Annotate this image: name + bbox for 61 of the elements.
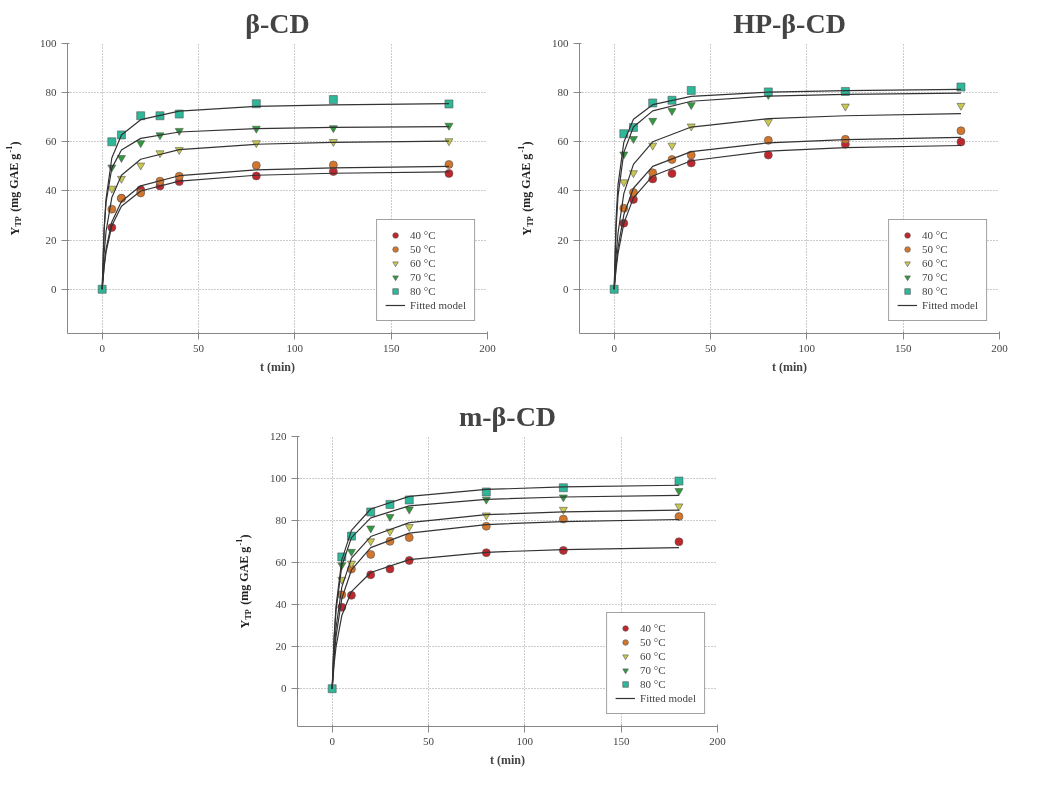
legend-label: Fitted model [922,298,978,312]
x-tick-label: 50 [193,341,205,354]
y-tick-label: 60 [275,556,287,569]
x-tick-label: 200 [479,341,497,354]
legend-label: 50 °C [410,242,436,256]
x-tick-label: 200 [709,734,727,747]
y-tick-label: 0 [51,282,57,295]
legend-label: 40 °C [640,621,666,635]
chart-title: m-β-CD [458,400,557,432]
x-tick-label: 0 [329,734,336,747]
y-tick-label: 40 [45,184,57,197]
x-tick-label: 100 [516,734,534,747]
x-tick-label: 50 [423,734,435,747]
x-tick-label: 200 [991,341,1009,354]
y-tick-label: 80 [275,514,287,527]
y-axis-title: YTP (mg GAE g-1) [517,141,535,236]
legend-label: 80 °C [410,284,436,298]
x-tick-label: 0 [99,341,106,354]
x-axis-title: t (min) [490,752,525,767]
legend-label: 70 °C [410,270,436,284]
y-tick-label: 20 [557,233,569,246]
y-tick-label: 60 [45,135,57,148]
x-tick-label: 50 [705,341,717,354]
y-tick-label: 100 [270,472,287,485]
x-tick-label: 150 [382,341,400,354]
legend-label: 60 °C [640,649,666,663]
x-tick-label: 150 [612,734,630,747]
legend-label: 40 °C [410,228,436,242]
x-tick-label: 0 [611,341,618,354]
x-axis-title: t (min) [260,359,295,374]
y-tick-label: 20 [275,640,287,653]
y-tick-label: 80 [557,86,569,99]
y-tick-label: 80 [45,86,57,99]
legend-label: 70 °C [640,663,666,677]
y-axis-title: YTP (mg GAE g-1) [5,141,23,236]
chart-title: HP-β-CD [733,7,846,39]
x-tick-label: 100 [286,341,304,354]
y-tick-label: 20 [45,233,57,246]
y-tick-label: 60 [557,135,569,148]
y-tick-label: 120 [270,430,287,442]
legend-label: 50 °C [922,242,948,256]
legend-label: 60 °C [922,256,948,270]
legend-label: Fitted model [640,691,696,705]
y-tick-label: 40 [275,598,287,611]
legend-label: 50 °C [640,635,666,649]
y-axis-title: YTP (mg GAE g-1) [235,534,253,629]
y-tick-label: 100 [40,37,57,49]
legend-label: 80 °C [640,677,666,691]
chart-title: β-CD [245,7,310,39]
x-axis-title: t (min) [772,359,807,374]
x-tick-label: 150 [894,341,912,354]
legend-label: 80 °C [922,284,948,298]
legend-label: 70 °C [922,270,948,284]
legend-label: 60 °C [410,256,436,270]
legend-label: Fitted model [410,298,466,312]
x-tick-label: 100 [798,341,816,354]
y-tick-label: 0 [281,682,287,695]
legend-label: 40 °C [922,228,948,242]
y-tick-label: 100 [552,37,569,49]
y-tick-label: 0 [563,282,569,295]
y-tick-label: 40 [557,184,569,197]
